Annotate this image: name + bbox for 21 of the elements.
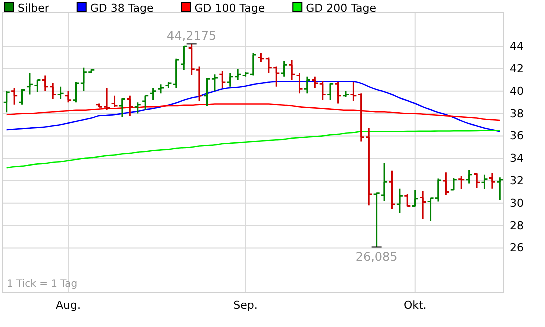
x-tick-label: Aug.: [56, 298, 82, 312]
y-tick-label: 32: [510, 174, 524, 188]
y-tick-label: 28: [510, 219, 524, 232]
y-tick-label: 44: [510, 40, 524, 54]
y-tick-label: 38: [510, 107, 524, 120]
annotation: 1 Tick = 1 Tag: [7, 279, 78, 290]
legend-label: Silber: [18, 2, 50, 15]
x-tick-label: Okt.: [404, 298, 427, 312]
annotation: 26,085: [356, 250, 398, 264]
x-tick-label: Sep.: [234, 298, 258, 312]
y-tick-label: 30: [510, 196, 524, 210]
legend-label: GD 100 Tage: [194, 2, 266, 15]
line-series: [6, 130, 501, 169]
annotation: 44,2175: [167, 29, 217, 44]
legend-label: GD 200 Tage: [306, 2, 377, 15]
y-tick-label: 40: [510, 84, 524, 98]
legend-label: GD 38 Tage: [90, 2, 154, 15]
y-tick-label: 26: [510, 242, 524, 255]
y-tick-label: 36: [510, 130, 524, 143]
y-tick-label: 42: [510, 62, 524, 76]
y-tick-label: 34: [510, 152, 524, 166]
